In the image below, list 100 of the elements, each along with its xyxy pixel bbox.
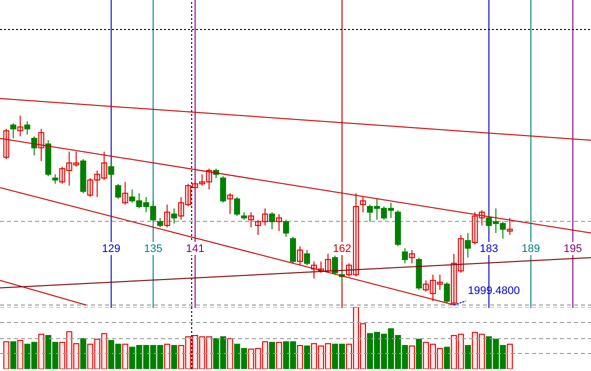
candlestick [346, 262, 352, 278]
bar [38, 334, 44, 369]
bar [185, 336, 192, 369]
x-tick-label: 189 [522, 243, 540, 255]
bar [478, 334, 485, 369]
candlestick [297, 246, 304, 266]
candlestick [422, 280, 429, 292]
candlestick [122, 181, 128, 206]
candlestick [248, 212, 254, 228]
bar [66, 331, 72, 369]
bar [122, 344, 128, 369]
bar [262, 341, 268, 369]
candlestick [332, 255, 338, 276]
candlestick [408, 250, 415, 264]
bar [353, 307, 359, 369]
bar [360, 323, 366, 369]
bar [59, 342, 66, 369]
bar [17, 340, 24, 369]
candlestick [360, 196, 366, 213]
candlestick [108, 162, 114, 180]
candlestick [59, 166, 66, 184]
bar [430, 344, 436, 369]
candlestick [464, 232, 471, 258]
candlestick [444, 282, 450, 304]
bar [506, 344, 513, 369]
candlestick [73, 151, 80, 168]
candlestick [66, 151, 72, 186]
candlestick [304, 250, 310, 266]
candlestick [31, 136, 38, 156]
candlestick [276, 214, 282, 232]
bar [276, 342, 282, 369]
bar [269, 342, 276, 369]
bar [422, 342, 429, 369]
bar [192, 335, 198, 369]
bar [297, 344, 304, 369]
candlestick [206, 168, 212, 190]
candlestick [283, 219, 290, 238]
candlestick [24, 120, 30, 136]
x-tick-label: 162 [332, 243, 352, 255]
candlestick [436, 274, 443, 290]
bar [80, 338, 86, 369]
candlestick [3, 128, 10, 160]
bar [94, 338, 100, 369]
candlestick [402, 248, 408, 264]
bar [450, 335, 457, 369]
candlestick [450, 253, 457, 306]
bar [164, 344, 170, 369]
bar [464, 344, 471, 369]
bar [3, 341, 10, 369]
bar [311, 343, 318, 369]
candlestick [38, 128, 44, 162]
bar [10, 341, 16, 369]
candlestick [199, 174, 206, 186]
candlestick [220, 176, 226, 204]
x-tick-label: 183 [480, 243, 498, 255]
candlestick [269, 212, 276, 230]
bar [248, 348, 254, 369]
candlestick [255, 219, 262, 236]
candlestick [192, 179, 198, 190]
candlestick [352, 192, 359, 278]
candlestick [178, 196, 184, 220]
candlestick [164, 204, 170, 228]
candlestick [171, 208, 178, 224]
candlestick [157, 217, 164, 228]
x-tick-label: 195 [564, 243, 582, 255]
candlestick [506, 217, 513, 236]
candlestick [10, 122, 16, 139]
bar [325, 343, 332, 369]
candlestick [262, 208, 268, 226]
x-tick-label: 141 [186, 243, 204, 255]
candlestick [17, 115, 24, 137]
x-tick-label: 129 [102, 243, 120, 255]
bar [436, 348, 443, 369]
bar [171, 344, 178, 369]
bar [318, 346, 324, 369]
bar [227, 338, 234, 369]
candlestick [87, 178, 94, 198]
candlestick [324, 253, 331, 274]
candlestick [52, 174, 58, 184]
bar [101, 333, 108, 369]
bar [255, 348, 262, 369]
bar [416, 338, 422, 369]
bar [199, 336, 206, 369]
bar [206, 336, 212, 369]
bar [458, 334, 464, 369]
candlestick [185, 183, 192, 208]
bar [178, 344, 184, 369]
candlestick [458, 234, 464, 274]
bar [346, 344, 352, 369]
candlestick [290, 236, 296, 264]
bar [87, 344, 94, 369]
candlestick [227, 192, 234, 215]
candlestick [115, 183, 122, 200]
bar [472, 332, 478, 369]
bar [304, 346, 310, 369]
bar [408, 346, 415, 369]
bar [73, 343, 80, 369]
candlestick [101, 151, 108, 180]
candlestick [94, 170, 100, 198]
candlestick [472, 212, 478, 245]
